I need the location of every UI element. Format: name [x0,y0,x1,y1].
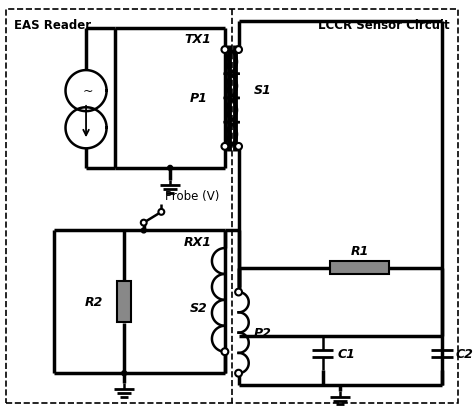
Circle shape [168,166,173,171]
Circle shape [122,371,127,376]
Bar [330,261,389,275]
Text: S1: S1 [254,84,272,97]
Circle shape [235,47,242,54]
Bar [118,282,131,323]
Text: S2: S2 [190,301,207,314]
Text: R2: R2 [84,296,103,309]
Circle shape [235,144,242,150]
Text: C2: C2 [456,347,474,360]
Text: P2: P2 [254,326,272,339]
Text: C1: C1 [337,347,355,360]
Circle shape [221,349,228,355]
Circle shape [221,144,228,150]
Circle shape [221,47,228,54]
Text: RX1: RX1 [183,236,211,249]
Text: Probe (V): Probe (V) [165,190,219,203]
Text: LCCR Sensor Circuit: LCCR Sensor Circuit [318,19,450,32]
Text: P1: P1 [190,92,207,105]
Text: TX1: TX1 [184,33,211,46]
Circle shape [235,289,242,296]
Circle shape [235,370,242,377]
Text: EAS Reader: EAS Reader [14,19,91,32]
Circle shape [141,228,146,233]
Text: ~: ~ [83,85,93,98]
Circle shape [141,220,146,226]
Text: R1: R1 [351,244,369,257]
Circle shape [158,209,164,215]
